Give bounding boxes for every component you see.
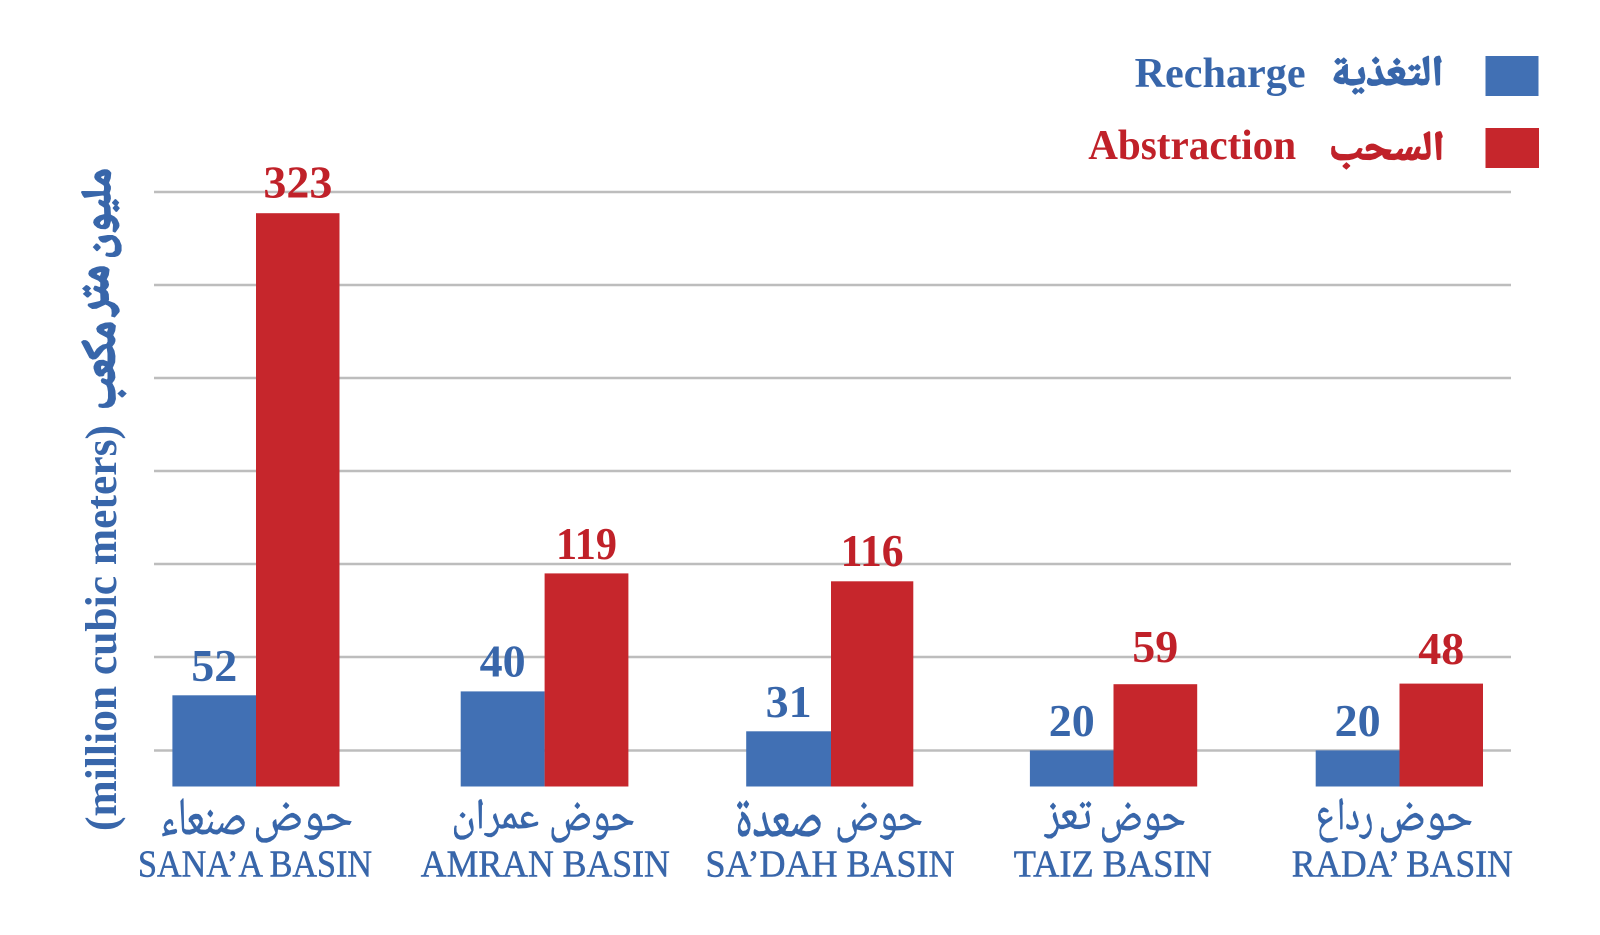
svg-text:20: 20 (1049, 695, 1095, 746)
svg-text:20: 20 (1335, 695, 1381, 746)
svg-text:TAIZ BASIN: TAIZ BASIN (1014, 844, 1212, 886)
svg-text:116: 116 (841, 525, 904, 576)
svg-text:AMRAN BASIN: AMRAN BASIN (421, 844, 670, 886)
svg-text:119: 119 (556, 518, 617, 569)
svg-text:RADA’ BASIN: RADA’ BASIN (1292, 844, 1513, 886)
svg-text:31: 31 (766, 676, 812, 727)
svg-text:40: 40 (480, 636, 526, 687)
svg-text:48: 48 (1418, 623, 1464, 674)
svg-text:SANA’A BASIN: SANA’A BASIN (138, 844, 372, 886)
svg-text:Abstraction: Abstraction (1088, 123, 1296, 169)
svg-text:59: 59 (1132, 621, 1178, 672)
svg-text:Recharge: Recharge (1135, 51, 1306, 97)
svg-text:52: 52 (191, 640, 237, 691)
svg-text:323: 323 (263, 157, 332, 208)
svg-text:(million cubic meters): (million cubic meters) (77, 425, 126, 831)
svg-text:SA’DAH BASIN: SA’DAH BASIN (706, 844, 955, 886)
